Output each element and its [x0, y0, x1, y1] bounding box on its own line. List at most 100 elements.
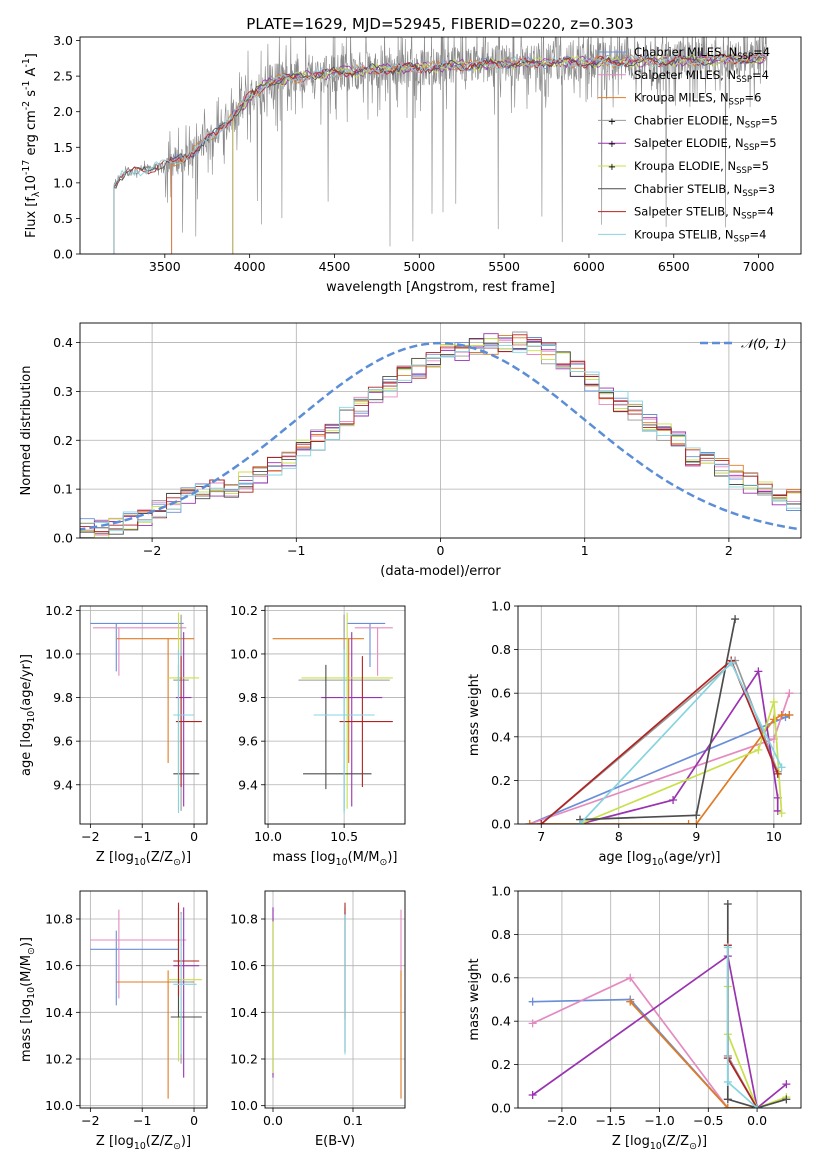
weight-marker — [576, 820, 585, 824]
y-tick-label: 0.0 — [53, 531, 73, 546]
legend-entry-label: Kroupa STELIB, NSSP=4 — [634, 227, 766, 244]
y-tick-label: 10.8 — [45, 912, 73, 927]
weight-marker — [777, 711, 786, 719]
weight-series-kroupa-stelib — [723, 943, 762, 1108]
x-tick-label: 5500 — [488, 259, 520, 274]
y-tick-label: 10.8 — [230, 912, 258, 927]
axes-frame — [264, 890, 406, 1109]
legend-entry-label: Chabrier MILES, NSSP=4 — [634, 45, 770, 62]
y-tick-label: 0.8 — [491, 927, 511, 942]
panel-weight_vs_Z: −2.0 −1.5 −1.0 −0.5 0.0 0.0 0.2 0.4 0.6 0.8 1.0 Z [… — [467, 884, 802, 1152]
model-spectrum-kroupa-elodie — [232, 52, 767, 254]
x-tick-label: 10.5 — [330, 829, 358, 844]
y-tick-label: 9.8 — [53, 690, 73, 705]
errorbar-salpeter-miles — [354, 627, 393, 676]
errorbar-kroupa-stelib — [313, 649, 375, 814]
axis-ticks: −2 −1 0 9.4 9.6 9.8 10.0 10.2 — [45, 603, 198, 844]
weight-marker — [692, 820, 701, 824]
y-tick-label: 10.6 — [230, 958, 258, 973]
legend: 𝒩(0, 1) — [700, 336, 787, 351]
plot-area — [272, 902, 402, 1099]
x-axis-label: wavelength [Angstrom, rest frame] — [326, 280, 555, 295]
grid-lines — [80, 891, 207, 1108]
y-tick-label: 1.5 — [53, 140, 73, 155]
model-spectrum-kroupa-stelib — [113, 52, 766, 254]
y-tick-label: 0.2 — [53, 433, 73, 448]
x-tick-label: −0.5 — [693, 1113, 723, 1128]
panel-spectrum: 3500 4000 4500 5000 5500 6000 6500 7000 0.0 0.5 1.… — [21, 33, 802, 295]
y-tick-label: 10.4 — [45, 1005, 73, 1020]
plot-area — [90, 902, 202, 1099]
weight-line — [532, 976, 758, 1108]
weight-marker — [782, 1080, 791, 1089]
y-tick-label: 0.0 — [491, 817, 511, 832]
x-tick-label: 9 — [692, 829, 700, 844]
y-axis-label: mass [log10(M/M⊙)] — [19, 937, 37, 1062]
y-tick-label: 0.0 — [53, 247, 73, 262]
weight-marker — [723, 1104, 732, 1108]
model-spectrum-chabrier-stelib — [113, 53, 766, 254]
y-tick-label: 1.0 — [491, 599, 511, 614]
weight-marker — [723, 1077, 732, 1086]
x-tick-label: −1 — [133, 1113, 151, 1128]
legend-marker: + — [608, 116, 616, 127]
axis-ticks: 10.0 10.5 9.4 9.6 9.8 10.0 10.2 — [230, 603, 358, 844]
model-spectrum-chabrier-elodie — [232, 52, 767, 254]
y-tick-label: 1.0 — [491, 884, 511, 899]
weight-series-kroupa-miles — [525, 711, 794, 824]
weight-marker — [777, 763, 786, 772]
x-axis-label: Z [log10(Z/Z⊙)] — [96, 850, 191, 868]
y-tick-label: 0.8 — [491, 642, 511, 657]
axes-frame — [517, 605, 802, 825]
weight-marker — [782, 1095, 791, 1104]
panel-mass_vs_Z: −2 −1 0 10.0 10.2 10.4 10.6 10.8 Z [log10(Z/Z⊙)]… — [19, 890, 208, 1152]
x-tick-label: −1.0 — [644, 1113, 674, 1128]
y-tick-label: 3.0 — [53, 33, 73, 48]
y-tick-label: 10.0 — [45, 1098, 73, 1113]
legend-entry-label: 𝒩(0, 1) — [741, 336, 787, 351]
weight-marker — [525, 820, 534, 824]
y-tick-label: 0.4 — [491, 1014, 511, 1029]
y-axis-label: Flux [fλ10-17 erg cm-2 s-1 A-1] — [21, 53, 42, 238]
x-axis-label: age [log10(age/yr)] — [598, 850, 720, 868]
x-tick-label: 0.0 — [263, 1113, 283, 1128]
plot-area — [272, 612, 393, 814]
legend-entry-label: Salpeter ELODIE, NSSP=5 — [634, 136, 777, 153]
y-tick-label: 9.4 — [238, 777, 258, 792]
x-tick-label: 2 — [725, 543, 733, 558]
y-axis-label: mass weight — [467, 674, 482, 756]
errorbar-kroupa-elodie — [301, 612, 393, 809]
x-tick-label: −2 — [81, 829, 99, 844]
weight-series-kroupa-stelib — [576, 658, 786, 824]
axes-frame — [517, 890, 802, 1109]
x-axis-label: E(B-V) — [315, 1134, 355, 1149]
y-axis-label: mass weight — [467, 958, 482, 1040]
y-tick-label: 0.6 — [491, 686, 511, 701]
residual-histogram-kroupa-stelib — [80, 344, 801, 538]
x-tick-label: −2 — [143, 543, 161, 558]
y-tick-label: 0.3 — [53, 384, 73, 399]
errorbar-chabrier-miles — [90, 622, 184, 672]
errorbar-chabrier-miles — [347, 622, 386, 668]
errorbar-kroupa-stelib — [173, 649, 195, 814]
panel-residuals: −2 −1 0 1 2 0.0 0.1 0.2 0.3 0.4 (data-model)/error… — [19, 322, 802, 579]
errorbar-chabrier-stelib — [303, 664, 372, 790]
errorbar-salpeter-stelib — [175, 656, 202, 787]
weight-line — [532, 954, 787, 1108]
errorbar-salpeter-stelib — [339, 656, 393, 787]
x-tick-label: 6500 — [658, 259, 690, 274]
panels: 3500 4000 4500 5000 5500 6000 6500 70000.00.51.… — [19, 33, 802, 1152]
errorbar-kroupa-miles — [272, 638, 364, 763]
weight-marker — [777, 809, 786, 818]
legend-entry-label: Salpeter MILES, NSSP=4 — [634, 68, 769, 85]
weight-marker — [723, 943, 732, 952]
axes-frame — [79, 605, 208, 825]
axis-ticks: 3500 4000 4500 5000 5500 6000 6500 7000 0.0 0.5 1.… — [53, 33, 774, 274]
y-tick-label: 0.4 — [53, 335, 73, 350]
legend: Chabrier MILES, NSSP=4 Salpeter MILES, NS… — [598, 45, 778, 244]
x-tick-label: 10 — [766, 829, 782, 844]
weight-marker — [692, 811, 701, 820]
y-tick-label: 0.6 — [491, 970, 511, 985]
